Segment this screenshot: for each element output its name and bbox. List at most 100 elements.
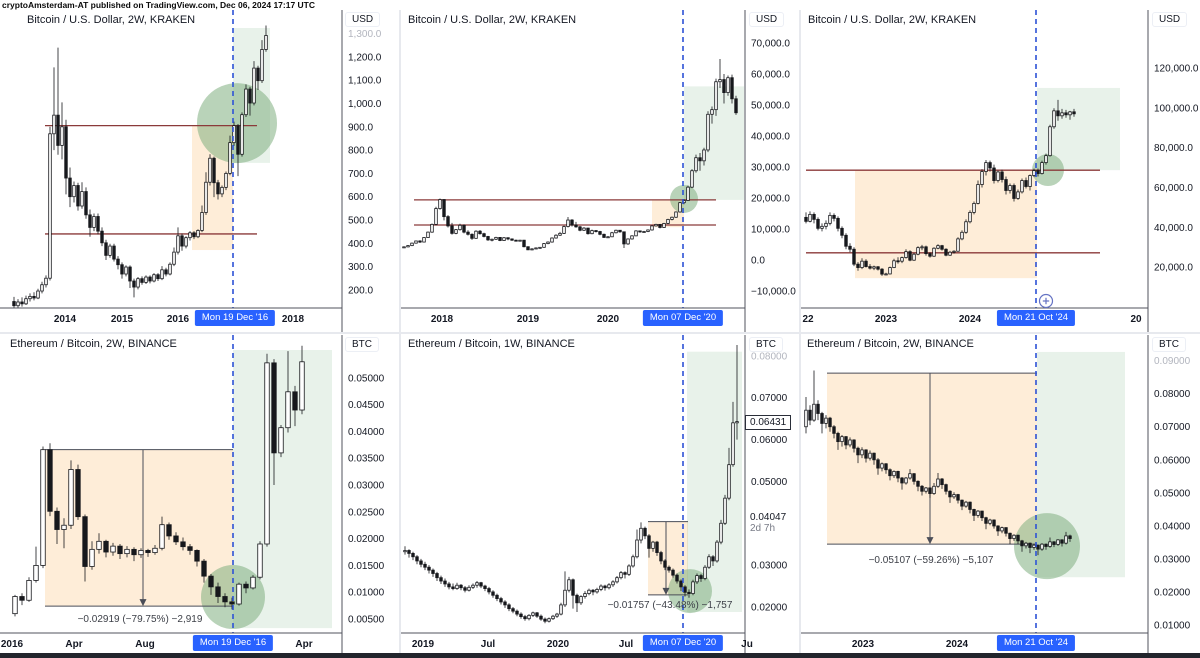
- svg-text:Ju: Ju: [741, 639, 753, 650]
- svg-text:1,000.0: 1,000.0: [348, 99, 382, 110]
- candles-group: [804, 99, 1076, 276]
- svg-text:0.02000: 0.02000: [751, 602, 788, 613]
- svg-text:600.0: 600.0: [348, 192, 373, 203]
- svg-text:60,000.0: 60,000.0: [1154, 183, 1193, 194]
- svg-text:2024: 2024: [959, 314, 982, 325]
- svg-text:10,000.0: 10,000.0: [751, 225, 790, 236]
- svg-text:2016: 2016: [167, 314, 190, 325]
- svg-text:0.08000: 0.08000: [1154, 389, 1191, 400]
- price-scale-labels[interactable]: 1,300.0 1,200.0 1,100.0 1,000.0 900.0 800.0 70…: [348, 29, 382, 296]
- event-date-label: Mon 07 Dec '20: [642, 310, 724, 326]
- time-axis-labels[interactable]: 2014 2015 2016 2018: [54, 314, 305, 325]
- scale-currency-btc[interactable]: BTC: [1152, 337, 1186, 352]
- highlight-circle: [670, 184, 698, 213]
- measurement-annotation: −0.05107 (−59.26%) −5,107: [868, 555, 994, 566]
- svg-text:2018: 2018: [431, 314, 454, 325]
- chart-pane: 70,000.0 60,000.0 50,000.0 40,000.0 30,000.0…: [400, 10, 796, 332]
- candles-group: [402, 58, 738, 251]
- price-scale-labels[interactable]: 0.05000 0.04500 0.04000 0.03500 0.03000 0.025…: [348, 373, 385, 625]
- svg-text:500.0: 500.0: [348, 215, 373, 226]
- measurement-annotation: −0.01757 (−43.48%) −1,757: [607, 600, 733, 611]
- svg-text:20: 20: [1130, 314, 1142, 325]
- svg-text:Aug: Aug: [135, 639, 154, 650]
- svg-text:0.02000: 0.02000: [348, 534, 385, 545]
- event-date-label: Mon 19 Dec '16: [192, 635, 274, 651]
- svg-text:0.0: 0.0: [751, 256, 765, 267]
- green-zone: [687, 351, 742, 613]
- svg-text:2019: 2019: [517, 314, 540, 325]
- svg-text:300.0: 300.0: [348, 262, 373, 273]
- time-axis-labels[interactable]: 22 2023 2024 20: [802, 314, 1142, 325]
- scale-currency-btc[interactable]: BTC: [749, 337, 783, 352]
- svg-text:0.07000: 0.07000: [751, 393, 788, 404]
- pane-divider-vertical[interactable]: [799, 10, 801, 653]
- svg-text:0.05000: 0.05000: [751, 477, 788, 488]
- plus-circle-icon[interactable]: [1038, 293, 1054, 309]
- chart-pane: 1,300.0 1,200.0 1,100.0 1,000.0 900.0 800.0 70…: [0, 10, 382, 332]
- svg-text:0.03500: 0.03500: [348, 454, 385, 465]
- svg-text:900.0: 900.0: [348, 122, 373, 133]
- bottom-toolbar-strip: [0, 653, 1200, 658]
- svg-text:2024: 2024: [946, 639, 969, 650]
- measure-arrow-head: [139, 599, 147, 607]
- svg-text:40,000.0: 40,000.0: [1154, 223, 1193, 234]
- svg-text:Jul: Jul: [481, 639, 496, 650]
- pane-divider-horizontal[interactable]: [0, 332, 1200, 334]
- chart-title-btcusd-3: Bitcoin / U.S. Dollar, 2W, KRAKEN: [808, 14, 977, 26]
- svg-text:2016: 2016: [1, 639, 24, 650]
- chart-pane: 0.09000 0.08000 0.07000 0.06000 0.05000 0.040…: [800, 335, 1191, 655]
- time-axis-labels[interactable]: 2018 2019 2020: [431, 314, 620, 325]
- event-date-label: Mon 07 Dec '20: [642, 635, 724, 651]
- candles-group: [12, 345, 305, 617]
- svg-text:2018: 2018: [282, 314, 305, 325]
- svg-text:0.01000: 0.01000: [348, 588, 385, 599]
- svg-text:100,000.0: 100,000.0: [1154, 103, 1199, 114]
- svg-text:60,000.0: 60,000.0: [751, 69, 790, 80]
- svg-text:1,200.0: 1,200.0: [348, 52, 382, 63]
- svg-text:−10,000.0: −10,000.0: [751, 287, 796, 298]
- candles-group: [804, 370, 1072, 556]
- candles-group: [403, 344, 739, 624]
- svg-text:1,300.0: 1,300.0: [348, 29, 382, 40]
- time-axis-labels[interactable]: 2016 Apr Aug Apr: [1, 639, 313, 650]
- chart-pane: 0.05000 0.04500 0.04000 0.03500 0.03000 0.025…: [0, 335, 385, 655]
- svg-text:Apr: Apr: [295, 639, 312, 650]
- price-scale-labels[interactable]: 0.09000 0.08000 0.07000 0.06000 0.05000 0.040…: [1154, 356, 1191, 632]
- svg-text:0.05000: 0.05000: [1154, 488, 1191, 499]
- svg-text:0.02500: 0.02500: [348, 507, 385, 518]
- chart-title-btcusd-1: Bitcoin / U.S. Dollar, 2W, KRAKEN: [27, 14, 196, 26]
- svg-text:Jul: Jul: [619, 639, 634, 650]
- price-scale-labels[interactable]: 0.08000 0.07000 0.06000 0.05000 0.03000 0.020…: [751, 351, 788, 613]
- chart-title-ethbtc-2: Ethereum / Bitcoin, 1W, BINANCE: [408, 338, 575, 350]
- svg-text:20,000.0: 20,000.0: [1154, 263, 1193, 274]
- time-axis-labels[interactable]: 2019 Jul 2020 Jul Ju: [412, 639, 753, 650]
- svg-text:0.04000: 0.04000: [1154, 521, 1191, 532]
- scale-currency-usd[interactable]: USD: [749, 12, 785, 27]
- scale-currency-btc[interactable]: BTC: [345, 337, 379, 352]
- scale-currency-usd[interactable]: USD: [345, 12, 381, 27]
- orange-zone: [827, 373, 1037, 545]
- chart-title-ethbtc-3: Ethereum / Bitcoin, 2W, BINANCE: [807, 338, 974, 350]
- svg-text:70,000.0: 70,000.0: [751, 38, 790, 49]
- svg-text:40,000.0: 40,000.0: [751, 132, 790, 143]
- price-scale-labels[interactable]: 70,000.0 60,000.0 50,000.0 40,000.0 30,000.0…: [751, 38, 796, 297]
- svg-text:0.09000: 0.09000: [1154, 356, 1191, 367]
- green-zone: [684, 86, 744, 200]
- svg-text:0.01500: 0.01500: [348, 561, 385, 572]
- svg-text:400.0: 400.0: [348, 239, 373, 250]
- scale-currency-usd[interactable]: USD: [1152, 12, 1188, 27]
- countdown-price: 0.04047: [750, 512, 787, 523]
- time-axis-labels[interactable]: 2023 2024: [852, 639, 969, 650]
- chart-pane: 0.08000 0.07000 0.06000 0.05000 0.03000 0.020…: [400, 335, 788, 655]
- price-scale-labels[interactable]: 120,000.0 100,000.0 80,000.0 60,000.0 40,000…: [1154, 64, 1199, 274]
- svg-text:2015: 2015: [111, 314, 134, 325]
- event-date-label: Mon 21 Oct '24: [996, 635, 1076, 651]
- svg-text:800.0: 800.0: [348, 146, 373, 157]
- svg-text:0.04000: 0.04000: [348, 427, 385, 438]
- pane-divider-vertical[interactable]: [399, 10, 401, 653]
- svg-text:2014: 2014: [54, 314, 77, 325]
- svg-text:2020: 2020: [547, 639, 570, 650]
- svg-text:0.04500: 0.04500: [348, 400, 385, 411]
- event-date-label: Mon 19 Dec '16: [194, 310, 276, 326]
- svg-text:80,000.0: 80,000.0: [1154, 143, 1193, 154]
